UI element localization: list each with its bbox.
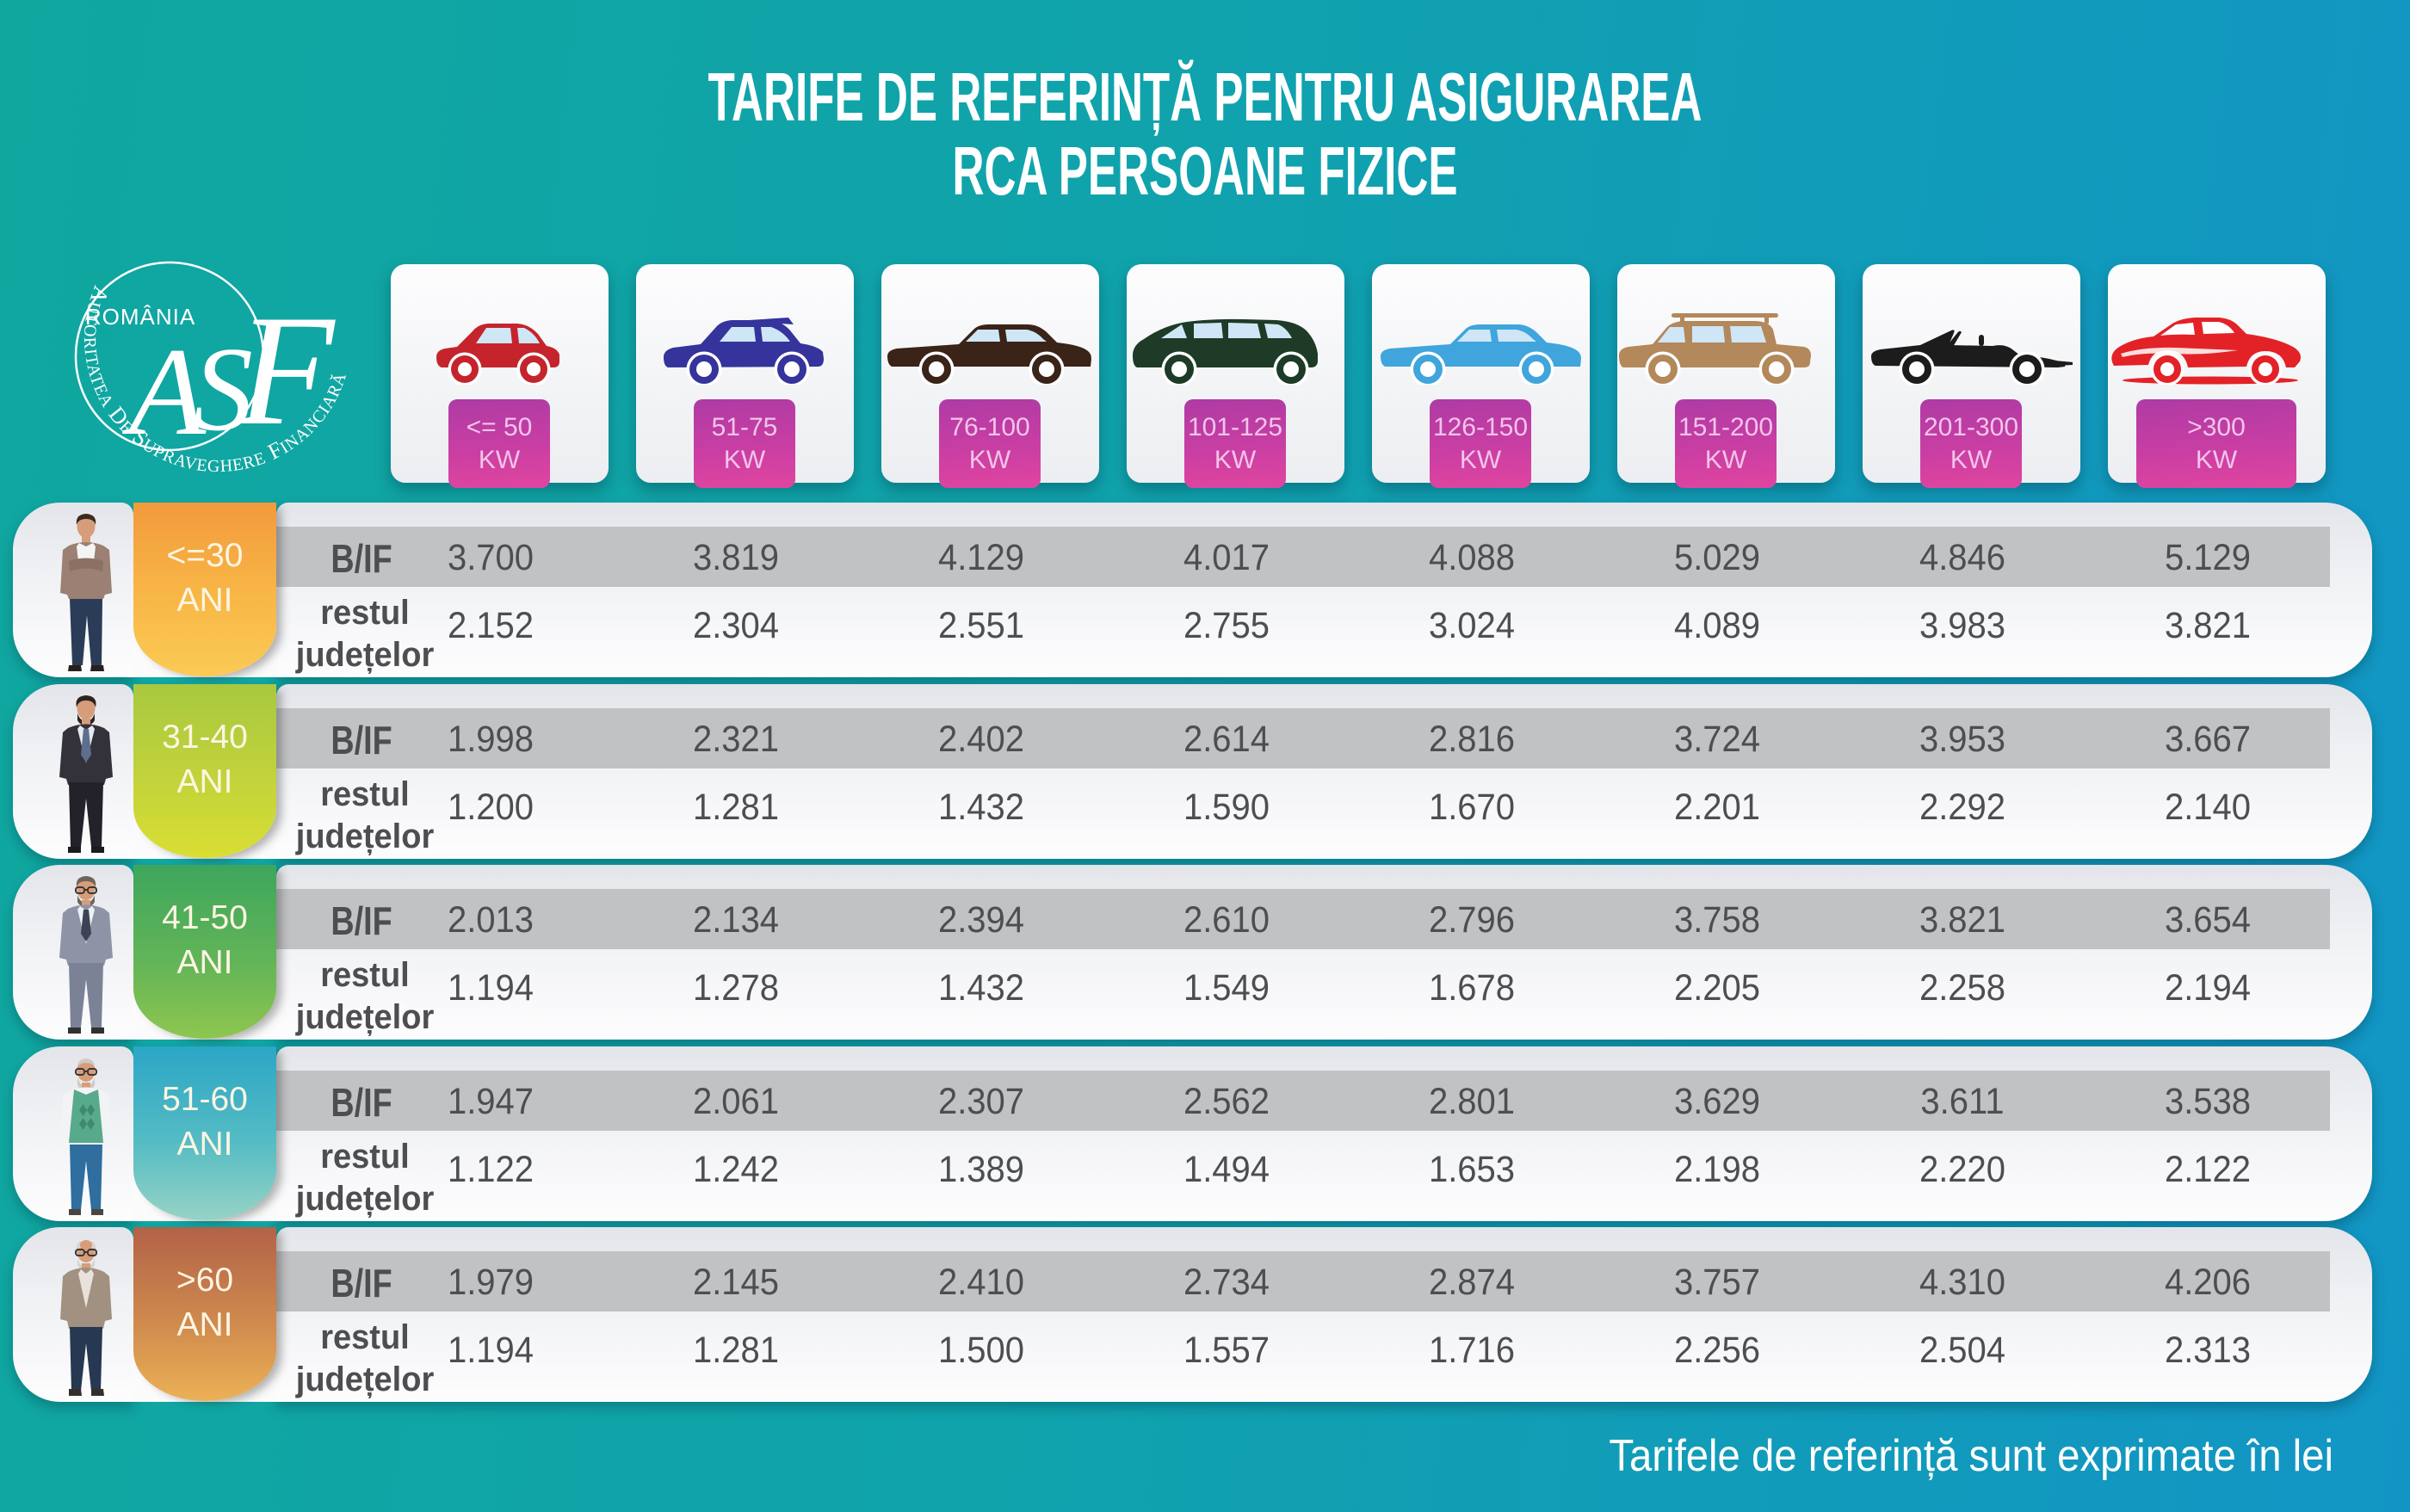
svg-text:ROMÂNIA: ROMÂNIA (85, 304, 195, 330)
svg-text:S: S (193, 323, 253, 456)
svg-text:F: F (237, 282, 336, 458)
svg-text:A: A (122, 322, 207, 461)
